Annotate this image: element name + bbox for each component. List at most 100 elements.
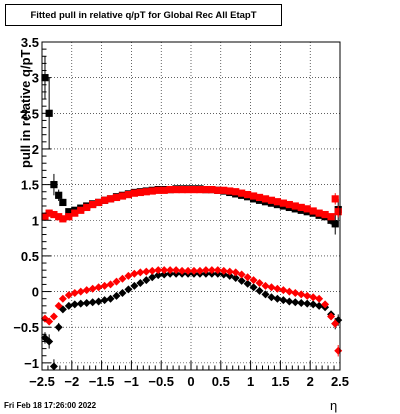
data-point bbox=[77, 206, 85, 214]
data-point bbox=[59, 198, 67, 207]
data-point bbox=[154, 186, 162, 194]
data-point bbox=[45, 317, 54, 326]
data-point bbox=[237, 276, 246, 285]
y-tick-label: 1.5 bbox=[21, 178, 39, 193]
data-point bbox=[41, 213, 49, 221]
data-point bbox=[106, 280, 115, 289]
data-point bbox=[285, 297, 294, 306]
data-point bbox=[321, 210, 329, 219]
data-point bbox=[225, 267, 234, 276]
data-point bbox=[76, 299, 85, 308]
data-point bbox=[148, 187, 156, 195]
x-tick-label: 1 bbox=[247, 374, 254, 389]
data-marks bbox=[40, 56, 343, 371]
y-tick-label: 1 bbox=[32, 213, 39, 228]
data-point bbox=[279, 199, 287, 207]
data-point bbox=[273, 198, 282, 206]
data-point bbox=[291, 202, 299, 210]
data-point bbox=[226, 187, 234, 195]
data-point bbox=[95, 198, 103, 207]
data-point bbox=[148, 266, 157, 275]
data-point bbox=[148, 273, 157, 282]
data-point bbox=[303, 299, 312, 308]
data-point bbox=[297, 203, 305, 212]
y-tick-label: −0.5 bbox=[13, 320, 39, 335]
data-point bbox=[238, 189, 246, 197]
data-point bbox=[160, 270, 169, 279]
data-point bbox=[189, 266, 198, 275]
data-point bbox=[232, 188, 240, 196]
y-tick-label: 3.5 bbox=[21, 35, 39, 50]
data-point bbox=[45, 337, 54, 346]
data-point bbox=[142, 276, 151, 285]
data-point bbox=[64, 291, 73, 300]
x-tick-label: −2.5 bbox=[29, 374, 55, 389]
series-3 bbox=[40, 266, 343, 357]
data-point bbox=[54, 323, 63, 332]
x-tick-label: 0.5 bbox=[212, 374, 230, 389]
data-point bbox=[225, 271, 234, 280]
x-tick-label: −0.5 bbox=[148, 374, 174, 389]
data-point bbox=[327, 312, 336, 321]
data-point bbox=[303, 205, 311, 213]
data-point bbox=[54, 301, 63, 310]
y-tick-label: 0.5 bbox=[21, 249, 39, 264]
data-point bbox=[106, 294, 115, 303]
chart-title: Fitted pull in relative q/pT for Global … bbox=[5, 4, 282, 26]
data-point bbox=[315, 301, 324, 310]
data-point bbox=[124, 285, 133, 294]
data-point bbox=[331, 195, 339, 203]
data-point bbox=[71, 209, 79, 217]
data-point bbox=[130, 269, 139, 278]
y-tick-label: 0 bbox=[32, 285, 39, 300]
data-point bbox=[70, 288, 79, 297]
data-point bbox=[261, 281, 270, 290]
data-point bbox=[261, 290, 270, 299]
data-point bbox=[65, 208, 73, 216]
x-tick-label: −1 bbox=[124, 374, 139, 389]
data-point bbox=[255, 193, 264, 202]
data-point bbox=[331, 319, 340, 328]
data-point bbox=[297, 290, 306, 299]
data-point bbox=[59, 215, 67, 223]
data-point bbox=[136, 279, 145, 288]
data-point bbox=[118, 192, 127, 200]
data-point bbox=[231, 268, 240, 277]
data-point bbox=[94, 283, 103, 292]
data-point bbox=[331, 220, 339, 228]
series-1 bbox=[41, 186, 342, 223]
data-point bbox=[249, 276, 258, 285]
data-point bbox=[124, 271, 133, 280]
data-point bbox=[285, 287, 294, 296]
data-point bbox=[112, 277, 121, 286]
data-point bbox=[83, 203, 91, 212]
data-point bbox=[243, 273, 252, 282]
data-point bbox=[297, 298, 306, 307]
x-tick-labels: −2.5 −2 −1.5 −1 −0.5 0 0.5 1 1.5 2 2.5 bbox=[29, 374, 349, 389]
data-point bbox=[267, 196, 276, 204]
data-point bbox=[195, 266, 204, 275]
data-point bbox=[76, 287, 85, 296]
x-tick-label: −1.5 bbox=[89, 374, 115, 389]
data-point bbox=[249, 192, 258, 200]
data-point bbox=[142, 267, 151, 276]
data-point bbox=[309, 293, 318, 302]
data-point bbox=[244, 190, 252, 199]
data-point bbox=[213, 266, 222, 275]
data-point bbox=[130, 189, 138, 197]
data-point bbox=[106, 195, 115, 203]
data-point bbox=[124, 190, 133, 199]
data-point bbox=[207, 266, 216, 275]
data-point bbox=[334, 208, 342, 216]
data-point bbox=[45, 209, 53, 217]
data-point bbox=[160, 266, 169, 275]
data-point bbox=[291, 288, 300, 297]
data-point bbox=[291, 298, 300, 307]
x-tick-label: −2 bbox=[64, 374, 79, 389]
data-point bbox=[100, 296, 109, 305]
y-axis-label: pull in relative q/pT bbox=[18, 49, 33, 168]
data-point bbox=[334, 346, 343, 355]
data-point bbox=[309, 207, 317, 215]
data-point bbox=[50, 210, 58, 219]
data-point bbox=[88, 284, 97, 293]
